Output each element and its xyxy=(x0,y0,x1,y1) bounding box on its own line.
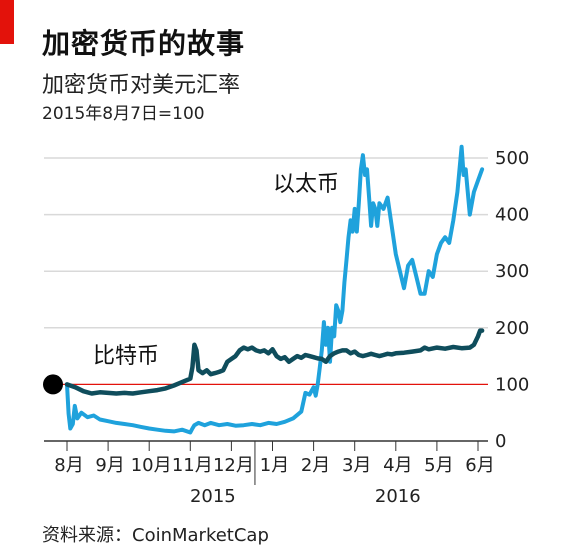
year-label: 2015 xyxy=(190,486,236,507)
y-tick-label: 500 xyxy=(495,148,529,169)
ether-series-label: 以太币 xyxy=(273,172,339,197)
source-note: 资料来源：CoinMarketCap xyxy=(42,525,269,546)
bitcoin-series-label: 比特币 xyxy=(93,344,159,369)
bitcoin-series-line xyxy=(64,328,485,396)
x-tick-label: 10月 xyxy=(131,455,172,476)
year-label: 2016 xyxy=(375,486,421,507)
x-tick-label: 12月 xyxy=(213,455,254,476)
y-tick-label: 100 xyxy=(495,374,529,395)
x-tick-label: 2月 xyxy=(301,455,330,476)
y-tick-label: 400 xyxy=(495,205,529,226)
chart-subtitle: 加密货币对美元汇率 xyxy=(42,73,241,98)
x-tick-label: 1月 xyxy=(260,455,289,476)
start-marker-dot xyxy=(43,374,63,395)
ether-series-line xyxy=(65,144,485,435)
x-tick-label: 4月 xyxy=(383,455,412,476)
y-tick-label: 0 xyxy=(495,431,506,452)
x-tick-label: 5月 xyxy=(424,455,453,476)
y-tick-label: 200 xyxy=(495,318,529,339)
x-tick-label: 9月 xyxy=(95,455,124,476)
chart-title: 加密货币的故事 xyxy=(42,27,246,60)
brand-tab xyxy=(0,0,14,44)
x-tick-label: 8月 xyxy=(54,455,83,476)
y-tick-label: 300 xyxy=(495,261,529,282)
x-tick-label: 6月 xyxy=(465,455,494,476)
x-tick-label: 11月 xyxy=(172,455,213,476)
chart-note: 2015年8月7日=100 xyxy=(42,104,205,124)
x-tick-label: 3月 xyxy=(342,455,371,476)
